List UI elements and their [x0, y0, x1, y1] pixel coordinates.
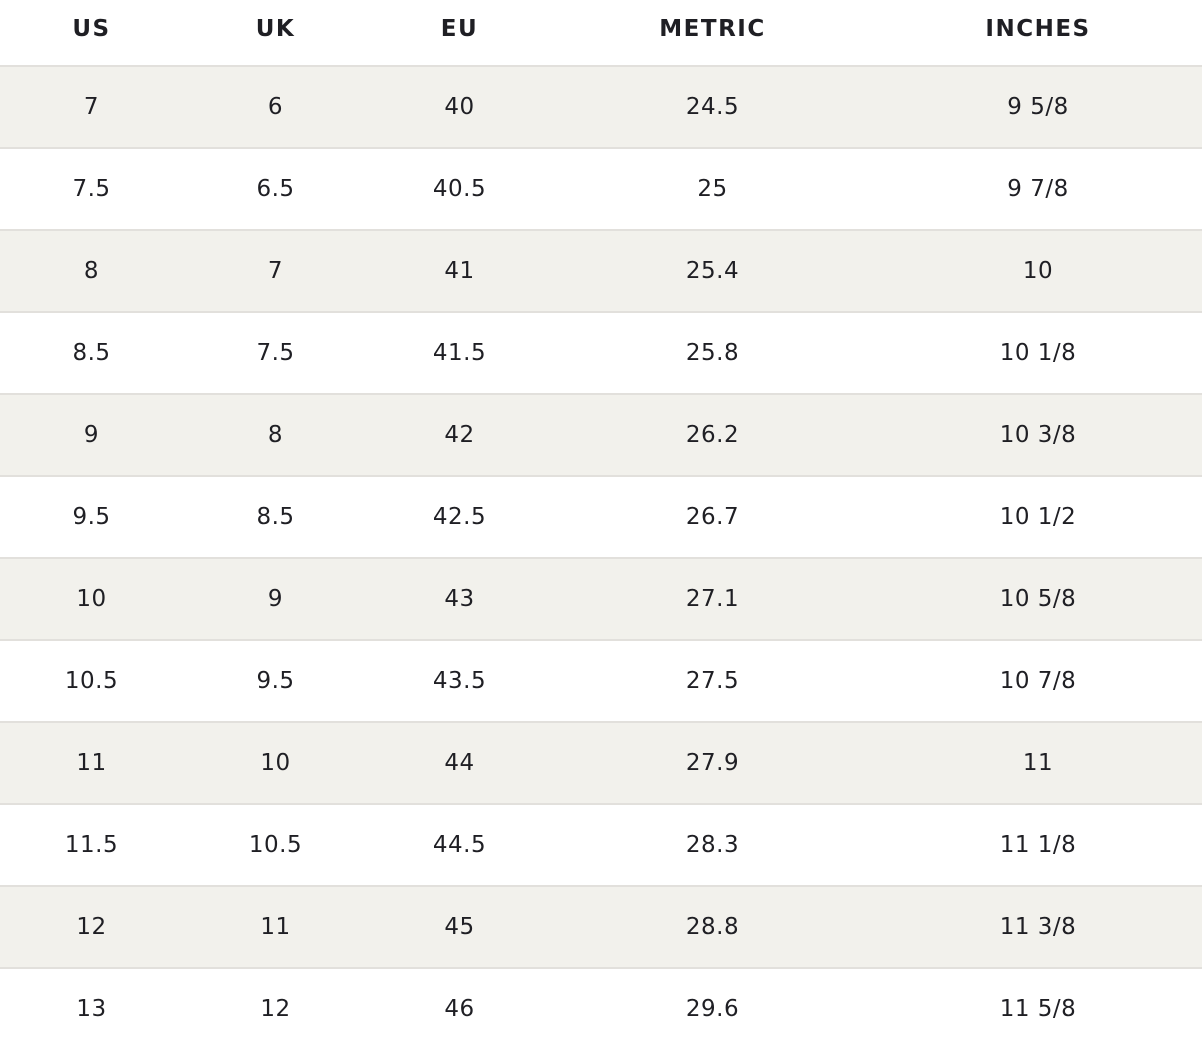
cell-uk: 10	[183, 722, 368, 805]
cell-metric: 24.5	[551, 66, 874, 149]
table-row: 12 11 45 28.8 11 3/8	[0, 886, 1202, 969]
cell-inches: 10	[874, 230, 1202, 313]
cell-uk: 9.5	[183, 640, 368, 723]
cell-inches: 11 1/8	[874, 804, 1202, 887]
cell-uk: 7.5	[183, 312, 368, 395]
cell-us: 11.5	[0, 804, 183, 887]
cell-uk: 11	[183, 886, 368, 969]
table-row: 8 7 41 25.4 10	[0, 230, 1202, 313]
cell-eu: 42	[368, 394, 551, 477]
table-row: 10 9 43 27.1 10 5/8	[0, 558, 1202, 641]
cell-eu: 41	[368, 230, 551, 313]
cell-uk: 6.5	[183, 148, 368, 231]
cell-us: 10	[0, 558, 183, 641]
column-header-metric: METRIC	[551, 0, 874, 67]
cell-eu: 45	[368, 886, 551, 969]
cell-inches: 10 7/8	[874, 640, 1202, 723]
column-header-inches: INCHES	[874, 0, 1202, 67]
cell-metric: 25.8	[551, 312, 874, 395]
cell-us: 9	[0, 394, 183, 477]
cell-inches: 10 5/8	[874, 558, 1202, 641]
table-row: 11 10 44 27.9 11	[0, 722, 1202, 805]
cell-metric: 28.8	[551, 886, 874, 969]
header-row: US UK EU METRIC INCHES	[0, 0, 1202, 67]
cell-inches: 10 1/8	[874, 312, 1202, 395]
cell-eu: 43	[368, 558, 551, 641]
table-row: 9.5 8.5 42.5 26.7 10 1/2	[0, 476, 1202, 559]
table-row: 7 6 40 24.5 9 5/8	[0, 66, 1202, 149]
table-header: US UK EU METRIC INCHES	[0, 0, 1202, 67]
cell-metric: 25	[551, 148, 874, 231]
table-row: 8.5 7.5 41.5 25.8 10 1/8	[0, 312, 1202, 395]
cell-eu: 42.5	[368, 476, 551, 559]
cell-us: 7	[0, 66, 183, 149]
cell-metric: 26.2	[551, 394, 874, 477]
cell-us: 11	[0, 722, 183, 805]
table-row: 11.5 10.5 44.5 28.3 11 1/8	[0, 804, 1202, 887]
cell-us: 8.5	[0, 312, 183, 395]
cell-inches: 9 7/8	[874, 148, 1202, 231]
cell-uk: 7	[183, 230, 368, 313]
cell-uk: 8	[183, 394, 368, 477]
cell-inches: 11 5/8	[874, 968, 1202, 1048]
cell-inches: 10 1/2	[874, 476, 1202, 559]
cell-eu: 40	[368, 66, 551, 149]
cell-metric: 27.9	[551, 722, 874, 805]
cell-metric: 27.5	[551, 640, 874, 723]
cell-us: 12	[0, 886, 183, 969]
cell-uk: 10.5	[183, 804, 368, 887]
table-row: 10.5 9.5 43.5 27.5 10 7/8	[0, 640, 1202, 723]
cell-us: 13	[0, 968, 183, 1048]
cell-metric: 25.4	[551, 230, 874, 313]
cell-eu: 40.5	[368, 148, 551, 231]
cell-uk: 12	[183, 968, 368, 1048]
cell-metric: 28.3	[551, 804, 874, 887]
cell-us: 8	[0, 230, 183, 313]
cell-us: 10.5	[0, 640, 183, 723]
cell-us: 9.5	[0, 476, 183, 559]
cell-eu: 44.5	[368, 804, 551, 887]
cell-metric: 26.7	[551, 476, 874, 559]
cell-inches: 11	[874, 722, 1202, 805]
table-row: 13 12 46 29.6 11 5/8	[0, 968, 1202, 1048]
cell-eu: 43.5	[368, 640, 551, 723]
cell-uk: 6	[183, 66, 368, 149]
cell-metric: 27.1	[551, 558, 874, 641]
cell-inches: 11 3/8	[874, 886, 1202, 969]
table-row: 9 8 42 26.2 10 3/8	[0, 394, 1202, 477]
column-header-uk: UK	[183, 0, 368, 67]
cell-inches: 10 3/8	[874, 394, 1202, 477]
column-header-eu: EU	[368, 0, 551, 67]
table-body: 7 6 40 24.5 9 5/8 7.5 6.5 40.5 25 9 7/8 8 7 41 25.4 10…	[0, 66, 1202, 1048]
table-row: 7.5 6.5 40.5 25 9 7/8	[0, 148, 1202, 231]
cell-uk: 8.5	[183, 476, 368, 559]
cell-eu: 46	[368, 968, 551, 1048]
column-header-us: US	[0, 0, 183, 67]
cell-metric: 29.6	[551, 968, 874, 1048]
cell-eu: 44	[368, 722, 551, 805]
cell-inches: 9 5/8	[874, 66, 1202, 149]
cell-eu: 41.5	[368, 312, 551, 395]
cell-us: 7.5	[0, 148, 183, 231]
cell-uk: 9	[183, 558, 368, 641]
